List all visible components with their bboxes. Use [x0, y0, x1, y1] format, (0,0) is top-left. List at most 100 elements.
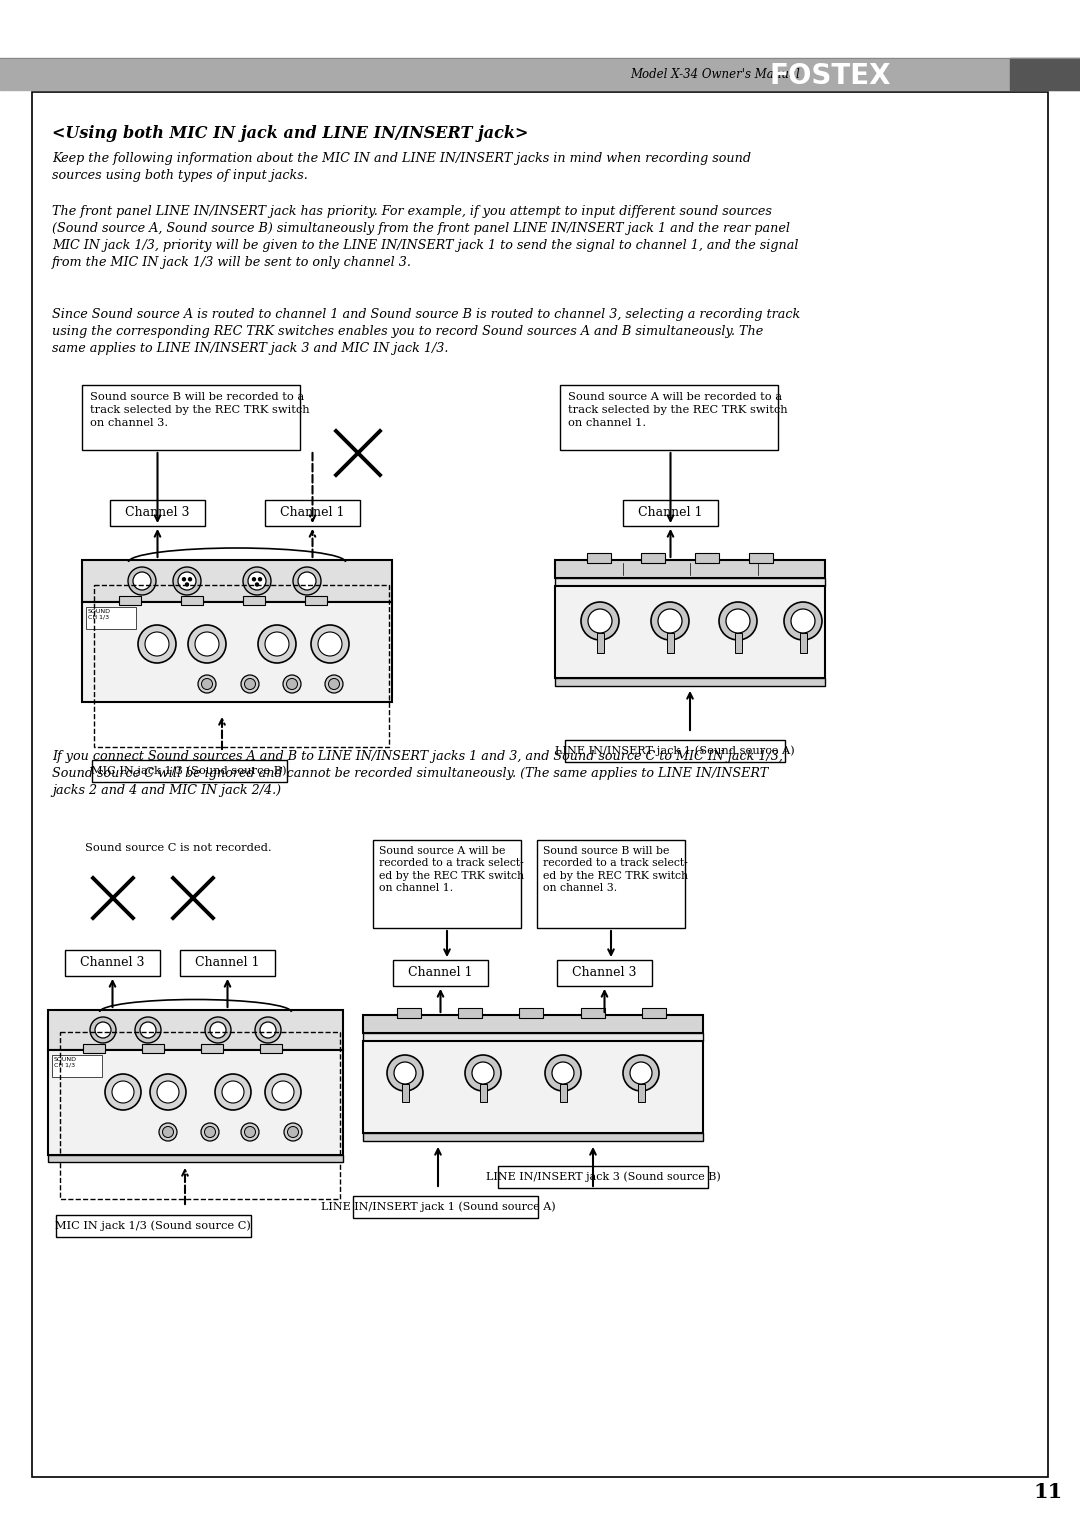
Circle shape — [178, 572, 195, 591]
Circle shape — [287, 1126, 298, 1137]
Text: The front panel LINE IN/INSERT jack has priority. For example, if you attempt to: The front panel LINE IN/INSERT jack has … — [52, 204, 798, 269]
Circle shape — [129, 568, 156, 595]
Bar — [306, 597, 327, 604]
Bar — [83, 1044, 106, 1053]
Bar — [243, 597, 266, 604]
Circle shape — [318, 632, 342, 656]
Bar — [265, 501, 360, 526]
Circle shape — [222, 1080, 244, 1103]
Bar — [557, 960, 652, 986]
Bar — [82, 601, 392, 702]
Bar — [201, 1044, 224, 1053]
Bar — [458, 1009, 482, 1018]
Bar — [110, 501, 205, 526]
Text: LINE IN/INSERT jack 3 (Sound source B): LINE IN/INSERT jack 3 (Sound source B) — [486, 1172, 720, 1183]
Text: LINE IN/INSERT jack 1 (Sound source A): LINE IN/INSERT jack 1 (Sound source A) — [321, 1201, 555, 1212]
Text: Sound source C is not recorded.: Sound source C is not recorded. — [85, 842, 272, 853]
Bar — [588, 552, 611, 563]
Bar — [561, 385, 778, 450]
Bar — [65, 951, 160, 977]
Circle shape — [465, 1054, 501, 1091]
Circle shape — [248, 572, 266, 591]
Bar — [260, 1044, 282, 1053]
Text: Channel 1: Channel 1 — [195, 957, 260, 969]
Bar — [0, 58, 1080, 90]
Circle shape — [258, 578, 261, 581]
Text: Sound source B will be
recorded to a track select-
ed by the REC TRK switch
on c: Sound source B will be recorded to a tra… — [543, 845, 688, 893]
Circle shape — [255, 1016, 281, 1042]
Circle shape — [552, 1062, 573, 1083]
Circle shape — [286, 679, 297, 690]
Circle shape — [138, 626, 176, 662]
Circle shape — [186, 583, 189, 586]
Bar — [397, 1009, 421, 1018]
Circle shape — [198, 674, 216, 693]
Circle shape — [105, 1074, 141, 1109]
Bar — [480, 1083, 486, 1102]
Bar — [181, 597, 203, 604]
Text: Sound source A will be recorded to a
track selected by the REC TRK switch
on cha: Sound source A will be recorded to a tra… — [568, 392, 787, 427]
Text: Channel 3: Channel 3 — [572, 966, 637, 980]
Text: MIC IN jack 1/3 (Sound source C): MIC IN jack 1/3 (Sound source C) — [55, 1221, 251, 1231]
Circle shape — [265, 632, 289, 656]
Circle shape — [328, 679, 339, 690]
Circle shape — [265, 1074, 301, 1109]
Bar — [734, 633, 742, 653]
Bar — [696, 552, 719, 563]
Bar — [180, 951, 275, 977]
Circle shape — [162, 1126, 174, 1137]
Circle shape — [201, 1123, 219, 1141]
Bar — [363, 1132, 703, 1141]
Bar — [666, 633, 674, 653]
Bar — [94, 584, 389, 748]
Circle shape — [658, 609, 681, 633]
Text: Channel 1: Channel 1 — [638, 507, 703, 519]
Circle shape — [588, 609, 612, 633]
Bar — [119, 597, 141, 604]
Circle shape — [545, 1054, 581, 1091]
Circle shape — [145, 632, 168, 656]
Circle shape — [244, 1126, 256, 1137]
Bar — [565, 740, 785, 761]
Circle shape — [210, 1022, 226, 1038]
Text: If you connect Sound sources A and B to LINE IN/INSERT jacks 1 and 3, and Sound : If you connect Sound sources A and B to … — [52, 749, 783, 797]
Bar — [642, 552, 665, 563]
Text: SOUND
CH 1/3: SOUND CH 1/3 — [87, 609, 111, 620]
Bar — [353, 1196, 538, 1218]
Circle shape — [719, 601, 757, 639]
Text: MIC IN jack 1/3 (Sound source B): MIC IN jack 1/3 (Sound source B) — [91, 766, 287, 777]
Bar — [537, 839, 685, 928]
Bar — [363, 1033, 703, 1041]
Circle shape — [253, 578, 256, 581]
Circle shape — [630, 1062, 652, 1083]
Text: Channel 1: Channel 1 — [408, 966, 473, 980]
Bar — [750, 552, 773, 563]
Circle shape — [298, 572, 316, 591]
Bar — [581, 1009, 605, 1018]
Bar — [393, 960, 488, 986]
Bar — [519, 1009, 543, 1018]
Circle shape — [189, 578, 191, 581]
Circle shape — [173, 568, 201, 595]
Bar — [559, 1083, 567, 1102]
Circle shape — [140, 1022, 156, 1038]
Bar — [373, 839, 521, 928]
Circle shape — [157, 1080, 179, 1103]
Circle shape — [241, 1123, 259, 1141]
Bar — [596, 633, 604, 653]
Bar — [555, 578, 825, 586]
Text: 11: 11 — [1034, 1482, 1063, 1502]
Circle shape — [112, 1080, 134, 1103]
Text: Sound source A will be
recorded to a track select-
ed by the REC TRK switch
on c: Sound source A will be recorded to a tra… — [379, 845, 524, 893]
Text: SOUND
CH 1/3: SOUND CH 1/3 — [54, 1058, 77, 1068]
Circle shape — [205, 1016, 231, 1042]
Circle shape — [260, 1022, 276, 1038]
Bar — [623, 501, 718, 526]
Circle shape — [284, 1123, 302, 1141]
Circle shape — [394, 1062, 416, 1083]
Circle shape — [387, 1054, 423, 1091]
Bar — [799, 633, 807, 653]
Circle shape — [726, 609, 750, 633]
Bar — [555, 678, 825, 687]
Circle shape — [133, 572, 151, 591]
